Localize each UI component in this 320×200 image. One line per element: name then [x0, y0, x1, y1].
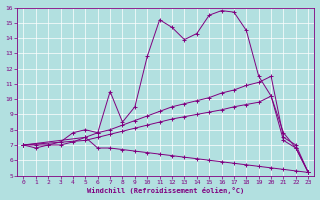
- X-axis label: Windchill (Refroidissement éolien,°C): Windchill (Refroidissement éolien,°C): [87, 187, 244, 194]
